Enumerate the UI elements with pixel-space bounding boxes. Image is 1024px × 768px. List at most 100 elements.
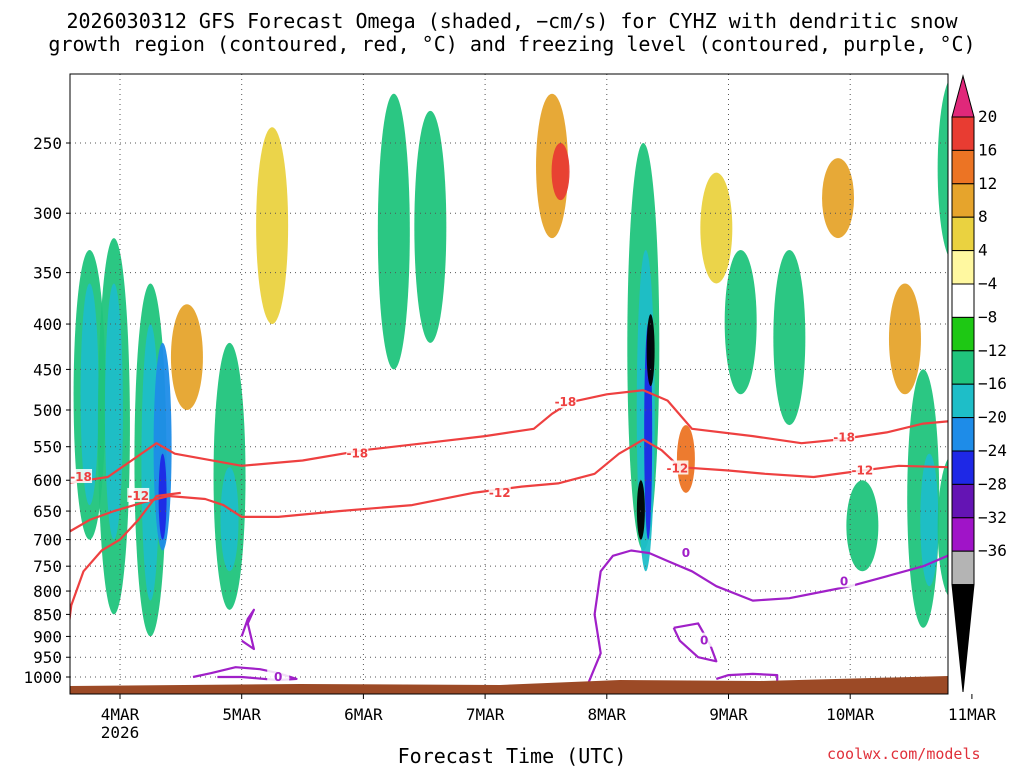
x-tick-label: 7MAR [466, 705, 505, 724]
contour-label-bg [693, 632, 716, 647]
colorbar-label: −28 [978, 474, 1007, 493]
y-tick-label: 950 [33, 648, 62, 667]
y-tick-label: 400 [33, 315, 62, 334]
contour-label: -18 [70, 470, 92, 484]
omega-cell [220, 467, 239, 572]
colorbar-swatch [951, 350, 975, 385]
x-tick-label: 10MAR [826, 705, 875, 724]
y-tick-label: 850 [33, 605, 62, 624]
omega-cell [170, 304, 203, 410]
contour-line [672, 622, 718, 663]
y-tick-label: 450 [33, 360, 62, 379]
y-tick-label: 700 [33, 531, 62, 550]
colorbar: 20 16 12 8 4 −4 −8 −12 −16 −20 −24 −28 −32 −36 [951, 74, 1007, 693]
contour-label-bg [666, 460, 689, 475]
contour-label-bg [833, 573, 856, 588]
omega-cell [937, 81, 948, 256]
y-tick-label: 900 [33, 627, 62, 646]
contour-line [240, 608, 255, 651]
colorbar-label: −12 [978, 341, 1007, 360]
colorbar-swatch [951, 450, 975, 485]
x-tick-label: 4MAR [101, 705, 140, 724]
y-tick-label: 250 [33, 134, 62, 153]
colorbar-swatch [951, 216, 975, 252]
x-year-label: 2026 [101, 723, 140, 742]
grid-lines [70, 74, 948, 694]
y-tick-label: 500 [33, 401, 62, 420]
omega-cell [551, 143, 570, 201]
omega-cell [724, 249, 757, 395]
colorbar-bottom-triangle [951, 584, 975, 693]
omega-cell [920, 453, 939, 587]
contour-label-bg [488, 484, 511, 499]
colorbar-label: 16 [978, 140, 997, 159]
contour-label: 0 [840, 574, 848, 588]
contour-label: 0 [682, 546, 690, 560]
colorbar-top-triangle [951, 74, 975, 118]
y-tick-label: 600 [33, 471, 62, 490]
x-tick-label: 9MAR [709, 705, 748, 724]
contour-label: -18 [346, 447, 368, 461]
omega-cell [937, 458, 948, 596]
colorbar-swatch [951, 316, 975, 352]
contour-label: -18 [555, 395, 577, 409]
colorbar-swatch [951, 183, 975, 218]
x-tick-label: 5MAR [222, 705, 261, 724]
contour-label-bg [70, 469, 93, 484]
colorbar-swatch [951, 116, 975, 151]
plot-frame [69, 73, 949, 695]
y-tick-label: 1000 [23, 668, 62, 687]
omega-cell [773, 249, 806, 426]
contour-label-bg [674, 545, 697, 560]
contour-label-bg [127, 487, 150, 502]
omega-cell [636, 480, 645, 540]
omega-cell [646, 314, 655, 387]
x-tick-label: 8MAR [588, 705, 627, 724]
colorbar-swatch [951, 517, 975, 552]
x-tick-label: 11MAR [948, 705, 997, 724]
omega-cell [377, 93, 410, 370]
y-axis: 250 300 350 400 450 500 550 600 650 700 750 800 850 9… [23, 134, 70, 687]
colorbar-swatch [951, 483, 975, 519]
x-axis: 4MAR 5MAR 6MAR 7MAR 8MAR 9MAR 10MAR 11MAR 2026 [101, 694, 997, 742]
contour-line [587, 549, 948, 684]
colorbar-swatch [951, 283, 975, 318]
y-tick-label: 750 [33, 557, 62, 576]
omega-shading-layer [73, 81, 948, 637]
colorbar-label: 8 [978, 207, 988, 226]
omega-cell [256, 127, 289, 325]
colorbar-label: 4 [978, 241, 988, 260]
colorbar-label: −24 [978, 441, 1007, 460]
chart-title-line-2: growth region (contoured, red, °C) and f… [48, 32, 976, 56]
colorbar-swatch [951, 149, 975, 185]
surface-fill [70, 676, 948, 694]
credit-text: coolwx.com/models [827, 745, 981, 763]
colorbar-label: −16 [978, 374, 1007, 393]
omega-cell [676, 425, 695, 493]
omega-cell [700, 172, 733, 284]
omega-cell [104, 283, 123, 540]
colorbar-label: 20 [978, 107, 997, 126]
y-tick-label: 300 [33, 204, 62, 223]
colorbar-label: −4 [978, 274, 997, 293]
omega-cell [846, 480, 879, 572]
contour-label: -12 [127, 489, 149, 503]
omega-cell [888, 283, 921, 395]
omega-cell [822, 158, 855, 239]
contour-label: 0 [274, 670, 282, 684]
colorbar-swatch [951, 383, 975, 419]
contour-label-bg [554, 394, 577, 409]
x-axis-label: Forecast Time (UTC) [397, 744, 627, 768]
y-tick-label: 550 [33, 438, 62, 457]
colorbar-label: −32 [978, 508, 1007, 527]
colorbar-label: −20 [978, 408, 1007, 427]
contour-label-bg [833, 429, 856, 444]
contour-label-bg [267, 669, 290, 683]
colorbar-swatch [951, 417, 975, 452]
omega-cell [414, 110, 447, 343]
colorbar-label: 12 [978, 174, 997, 193]
y-tick-label: 650 [33, 502, 62, 521]
contour-label: -12 [667, 461, 689, 475]
colorbar-label: −36 [978, 541, 1007, 560]
